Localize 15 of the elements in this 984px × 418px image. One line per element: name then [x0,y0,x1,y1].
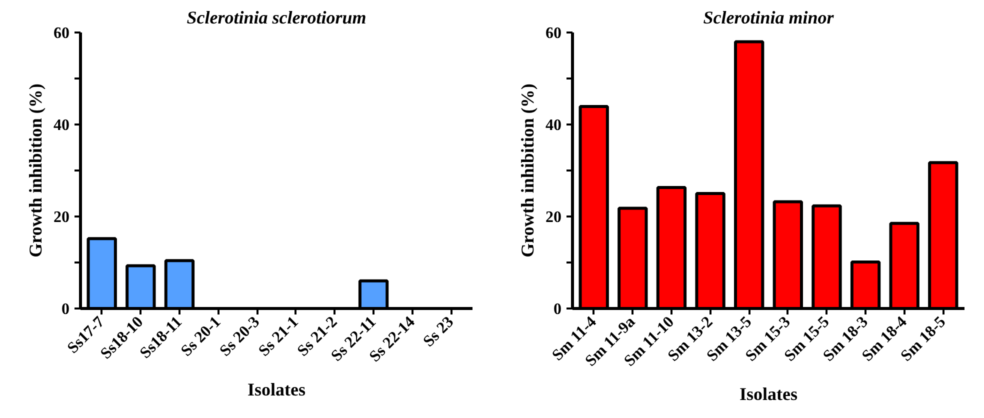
y-tick-label: 60 [546,25,562,42]
y-axis-title: Growth inhibition (%) [518,84,538,258]
y-tick-label: 0 [554,301,562,318]
x-axis-title: Isolates [248,379,306,400]
y-axis-title: Growth inhibition (%) [26,84,46,258]
x-axis-title: Isolates [740,384,798,404]
y-tick-label: 20 [54,209,70,226]
chart-title: Sclerotinia sclerotiorum [186,8,366,28]
x-tick-label: Ss 23 [420,313,458,350]
y-tick-label: 20 [546,209,562,226]
y-tick-label: 60 [54,25,70,42]
chart-title: Sclerotinia minor [703,8,835,28]
y-tick-label: 40 [54,117,70,134]
y-tick-label: 40 [546,117,562,134]
y-tick-label: 0 [62,301,70,318]
